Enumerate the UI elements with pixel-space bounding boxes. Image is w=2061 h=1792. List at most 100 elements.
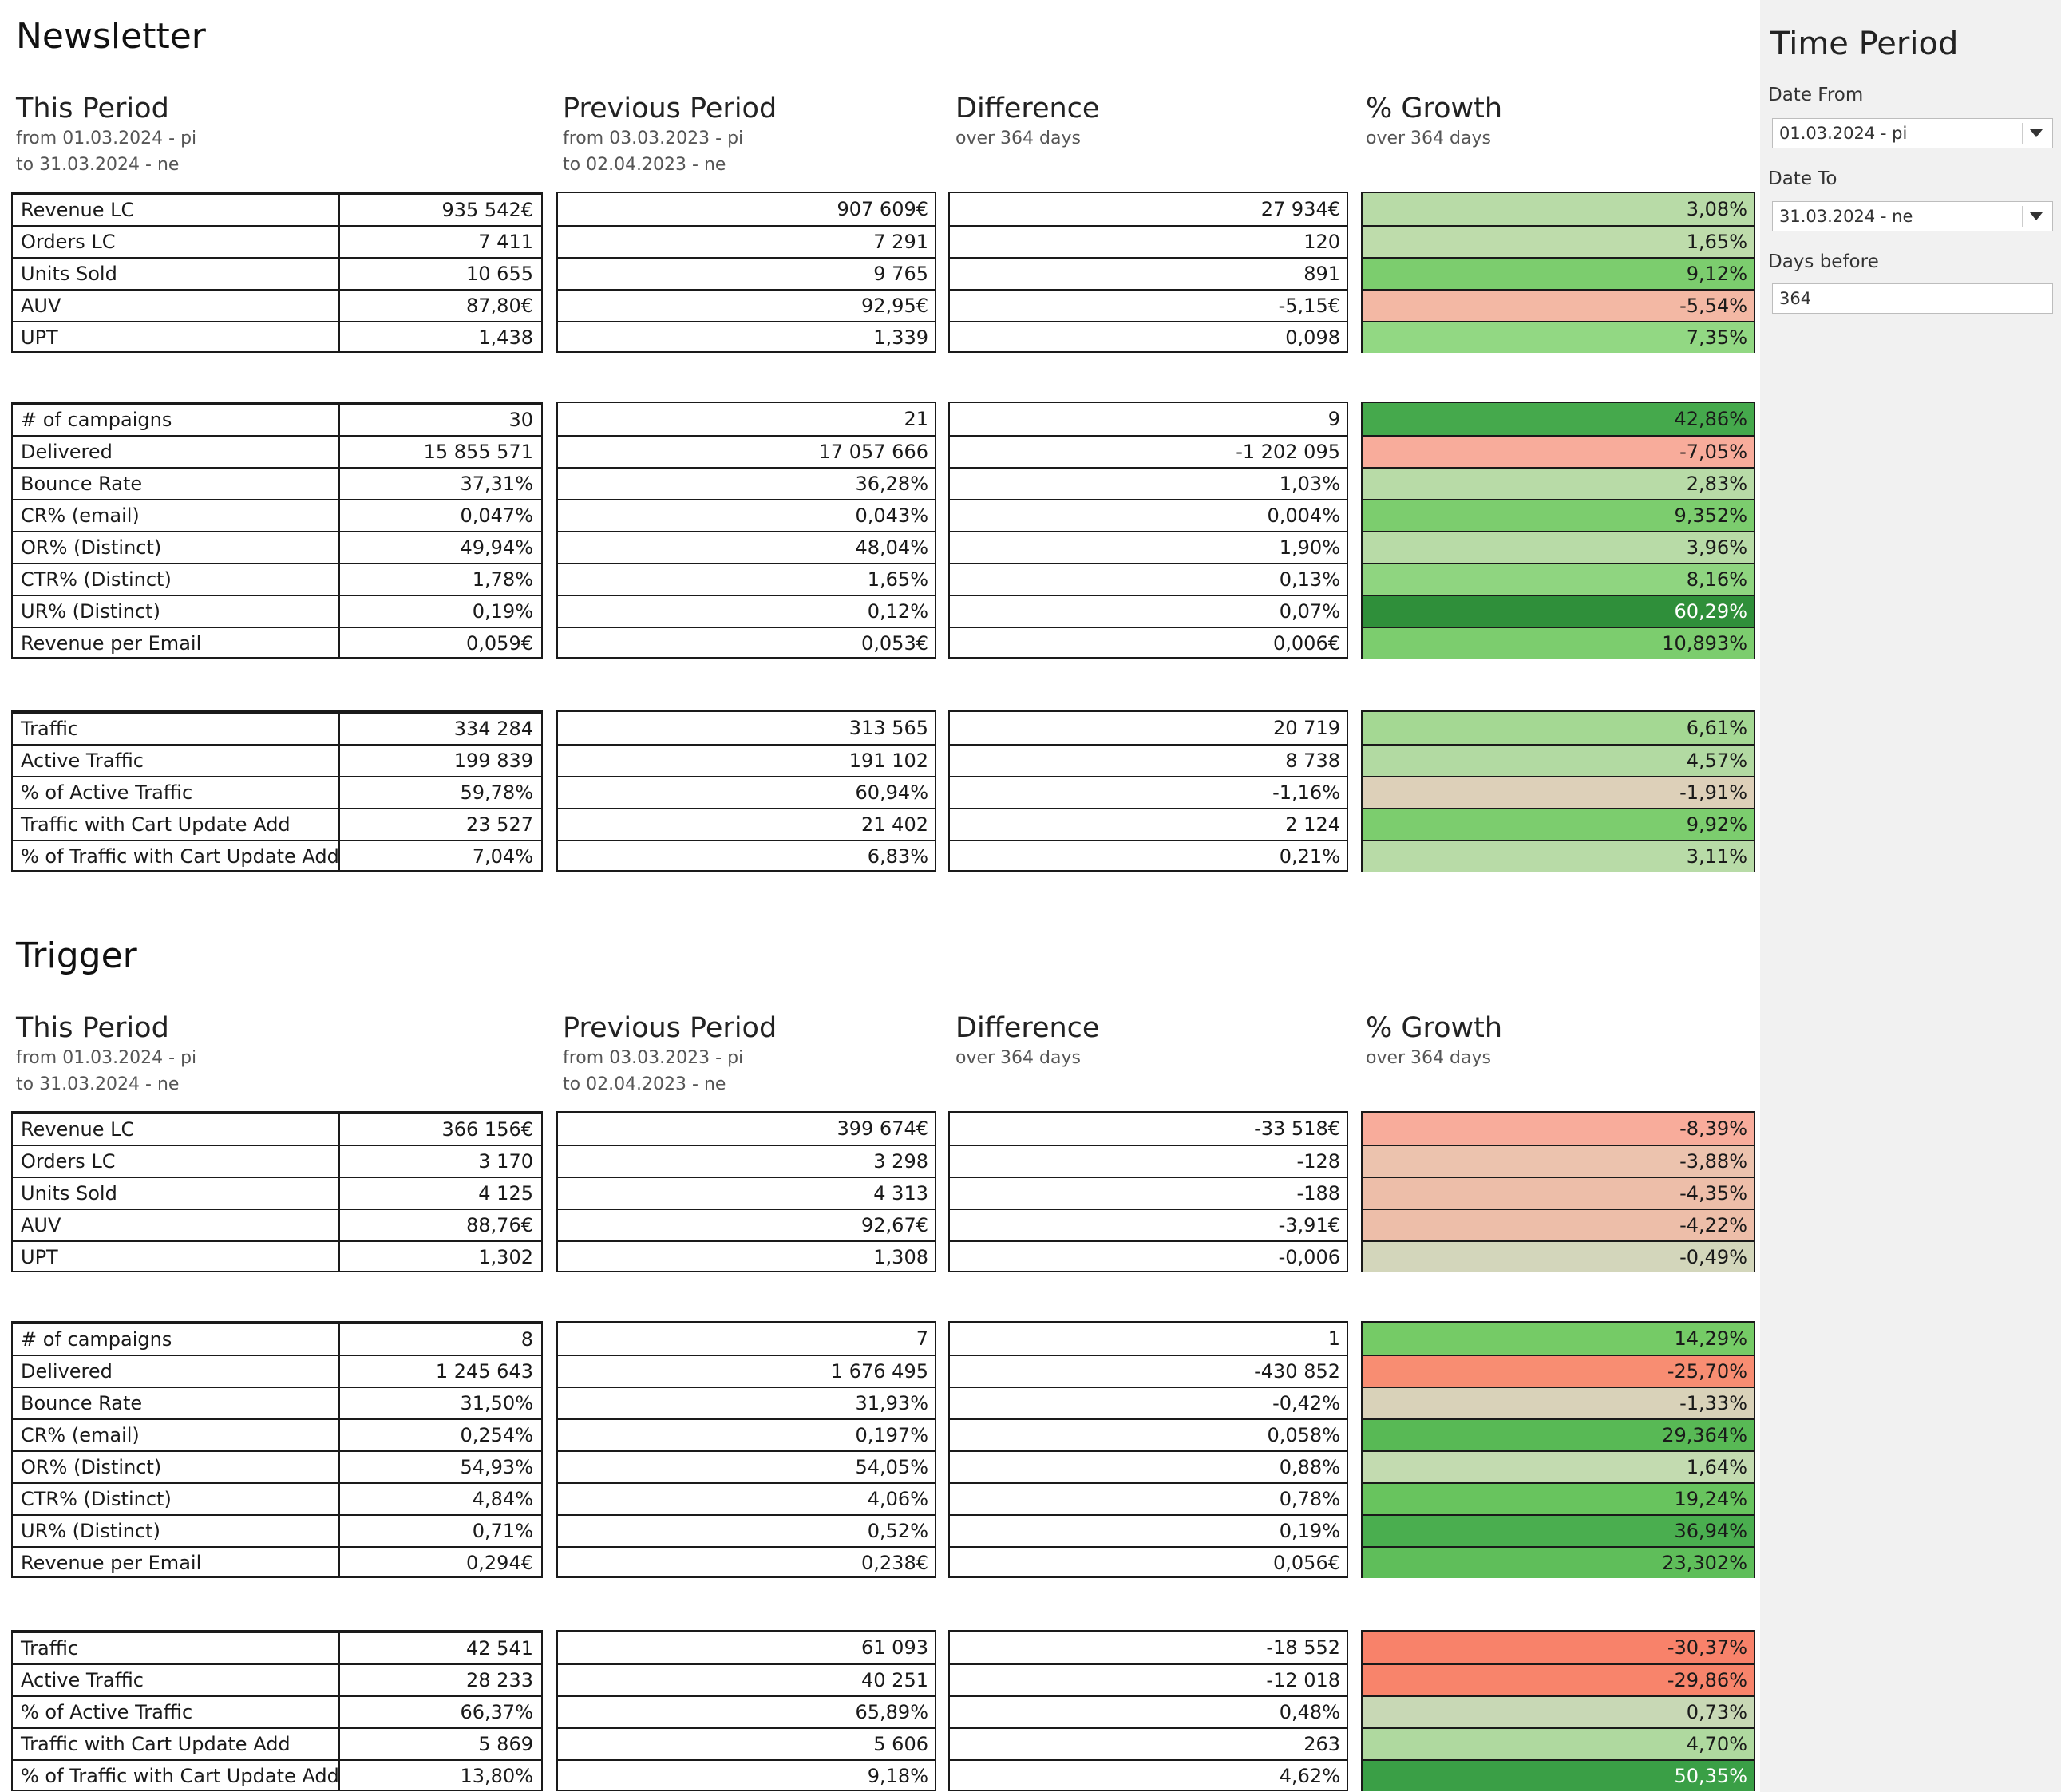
this-period-value: 0,254%: [460, 1424, 533, 1446]
difference-value: 0,058%: [1267, 1424, 1340, 1446]
growth-cell: 8,16%: [1363, 563, 1754, 595]
growth-value: 4,57%: [1686, 750, 1747, 772]
this-period-value: 935 542€: [441, 199, 533, 221]
table-row: 17 057 666: [558, 435, 935, 467]
table-row: 0,043%: [558, 499, 935, 531]
table-row: -0,42%: [950, 1387, 1347, 1418]
difference-value: -430 852: [1254, 1360, 1340, 1383]
table-row: 40 251: [558, 1663, 935, 1695]
this-period-value: 199 839: [453, 750, 533, 772]
section-title-trigger: Trigger: [16, 936, 137, 976]
this-period-value: 366 156€: [441, 1118, 533, 1141]
growth-value: 6,61%: [1686, 717, 1747, 739]
table-row: -0,006: [950, 1240, 1347, 1272]
table-row: 0,058%: [950, 1418, 1347, 1450]
table-row: 0,238€: [558, 1546, 935, 1578]
metric-label: Delivered: [21, 441, 113, 463]
difference-value: 9: [1327, 408, 1340, 430]
table-row: 9,18%: [558, 1759, 935, 1791]
table-row: 1 676 495: [558, 1355, 935, 1387]
difference-value: -33 518€: [1254, 1118, 1340, 1140]
column-header-title: Previous Period: [563, 1012, 777, 1044]
growth-value: 36,94%: [1674, 1520, 1747, 1542]
table-row: # of campaigns 30: [13, 403, 541, 435]
date-from-dropdown[interactable]: 01.03.2024 - pi: [1772, 118, 2053, 148]
growth-value: 4,70%: [1686, 1733, 1747, 1755]
this-period-value: 42 541: [466, 1637, 533, 1659]
difference-value: -128: [1296, 1150, 1340, 1173]
table-row: 0,056€: [950, 1546, 1347, 1578]
metric-label: % of Traffic with Cart Update Add: [21, 1765, 339, 1787]
this-period-value: 334 284: [453, 718, 533, 740]
growth-value: 10,893%: [1662, 632, 1747, 655]
table-row: -1 202 095: [950, 435, 1347, 467]
difference-value: 0,13%: [1279, 568, 1340, 591]
table-row: 21: [558, 403, 935, 435]
column-header-subtitle: over 364 days: [1366, 1048, 1491, 1068]
growth-cell: 3,96%: [1363, 531, 1754, 563]
growth-cell: -7,05%: [1363, 435, 1754, 467]
previous-period-value: 40 251: [861, 1669, 928, 1691]
table-row: UPT 1,438: [13, 321, 541, 353]
metric-label: Revenue LC: [21, 1118, 135, 1141]
table-row: Bounce Rate 31,50%: [13, 1387, 541, 1418]
date-to-dropdown[interactable]: 31.03.2024 - ne: [1772, 201, 2053, 231]
column-divider: [338, 712, 340, 870]
this-period-value: 1,302: [478, 1246, 533, 1268]
table-row: -430 852: [950, 1355, 1347, 1387]
this-period-value: 31,50%: [460, 1392, 533, 1414]
column-header-title: This Period: [16, 1012, 169, 1044]
growth-cell: 3,11%: [1363, 840, 1754, 872]
table-row: 6,83%: [558, 840, 935, 872]
table-diff-column: 27 934€ 120 891 -5,15€ 0,098: [948, 192, 1348, 353]
days-before-input[interactable]: [1772, 283, 2053, 314]
chevron-down-icon[interactable]: [2030, 129, 2043, 137]
table-growth-column: 14,29% -25,70% -1,33% 29,364% 1,64% 19,24% 36,…: [1361, 1321, 1755, 1578]
previous-period-value: 0,238€: [861, 1552, 928, 1574]
growth-value: -4,22%: [1679, 1214, 1747, 1236]
growth-cell: 4,57%: [1363, 744, 1754, 776]
growth-cell: 9,92%: [1363, 808, 1754, 840]
date-to-value: 31.03.2024 - ne: [1779, 207, 1913, 226]
table-diff-column: 9 -1 202 095 1,03% 0,004% 1,90% 0,13% 0,07% 0,0…: [948, 402, 1348, 659]
table-row: 313 565: [558, 712, 935, 744]
growth-value: 3,96%: [1686, 536, 1747, 559]
table-row: 92,67€: [558, 1209, 935, 1240]
metric-label: UR% (Distinct): [21, 600, 160, 623]
metric-label: Units Sold: [21, 1182, 117, 1205]
growth-cell: 60,29%: [1363, 595, 1754, 627]
column-header-title: Difference: [955, 1012, 1100, 1044]
table-growth-column: -8,39% -3,88% -4,35% -4,22% -0,49%: [1361, 1111, 1755, 1272]
previous-period-value: 36,28%: [855, 473, 928, 495]
table-row: Revenue LC 935 542€: [13, 193, 541, 225]
column-header-title: Difference: [955, 93, 1100, 125]
table-row: Units Sold 10 655: [13, 257, 541, 289]
this-period-value: 0,71%: [472, 1520, 533, 1542]
previous-period-value: 21: [904, 408, 928, 430]
this-period-value: 0,059€: [466, 632, 533, 655]
table-row: 1,308: [558, 1240, 935, 1272]
table-row: Orders LC 7 411: [13, 225, 541, 257]
column-header-subtitle: from 03.03.2023 - pi: [563, 1048, 744, 1068]
difference-value: 0,48%: [1279, 1701, 1340, 1723]
metric-label: # of campaigns: [21, 409, 172, 431]
difference-value: 1,03%: [1279, 473, 1340, 495]
growth-cell: -3,88%: [1363, 1145, 1754, 1177]
table-row: 399 674€: [558, 1113, 935, 1145]
chevron-down-icon[interactable]: [2030, 212, 2043, 220]
table-row: -12 018: [950, 1663, 1347, 1695]
growth-value: 1,65%: [1686, 231, 1747, 253]
table-row: 0,78%: [950, 1482, 1347, 1514]
column-header-growth: % Growth over 364 days: [1366, 1011, 1502, 1071]
this-period-value: 54,93%: [460, 1456, 533, 1478]
metric-label: AUV: [21, 1214, 61, 1236]
table-row: -33 518€: [950, 1113, 1347, 1145]
table-row: -188: [950, 1177, 1347, 1209]
difference-value: -5,15€: [1278, 295, 1340, 317]
section-title-newsletter: Newsletter: [16, 16, 206, 57]
table-row: 0,13%: [950, 563, 1347, 595]
growth-value: 2,83%: [1686, 473, 1747, 495]
table-row: Revenue per Email 0,059€: [13, 627, 541, 659]
column-header-subtitle: to 02.04.2023 - ne: [563, 155, 726, 175]
column-divider: [338, 1113, 340, 1271]
